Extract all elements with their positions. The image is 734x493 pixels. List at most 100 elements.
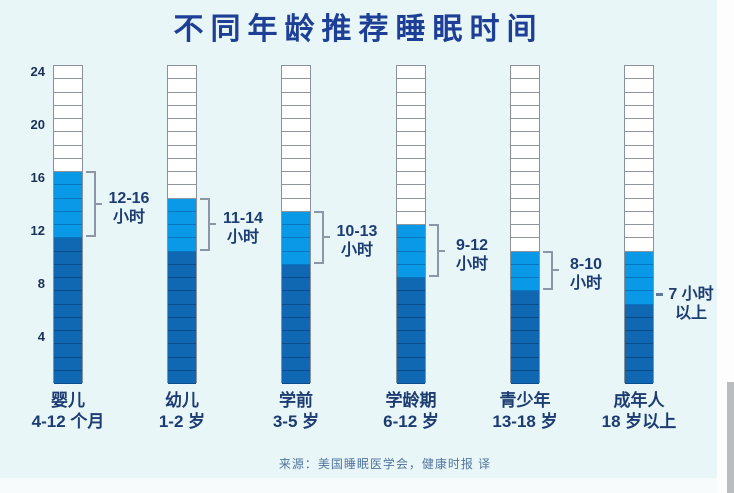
range-unit: 小时: [569, 275, 602, 293]
bracket-mid-tick: [209, 223, 216, 225]
hour-cell-22: [282, 92, 310, 106]
sleep-column-1: [53, 65, 83, 384]
range-label: 12-16 小时: [101, 189, 157, 227]
hour-cell-15: [397, 185, 425, 199]
hour-cell-19: [625, 132, 653, 146]
hour-cell-15: [168, 185, 196, 199]
group-label-5: 青少年 13-18 岁: [465, 390, 585, 432]
hour-cell-17: [168, 158, 196, 172]
source-note: 来源：美国睡眠医学会，健康时报 译: [278, 457, 492, 471]
hour-cell-6: [511, 304, 539, 318]
sleep-column-3: [281, 65, 311, 384]
group-label-2: 幼儿 1-2 岁: [122, 390, 242, 432]
y-axis-tick-4: 4: [37, 328, 45, 344]
range-hours: 12-16: [108, 190, 150, 208]
hour-cell-14: [168, 198, 196, 212]
hour-cell-17: [511, 158, 539, 172]
hour-cell-9: [168, 264, 196, 278]
range-hours: 11-14: [222, 210, 264, 227]
hour-cell-18: [397, 145, 425, 159]
hour-cell-12: [282, 225, 310, 239]
hour-cell-5: [54, 317, 82, 331]
group-name: 青少年: [499, 391, 551, 410]
hour-cell-3: [54, 344, 82, 358]
hour-cell-13: [282, 211, 310, 225]
hour-cell-3: [511, 344, 539, 358]
hour-cell-7: [397, 291, 425, 305]
hour-cell-20: [54, 119, 82, 133]
hour-cell-8: [397, 278, 425, 292]
hour-cell-22: [511, 92, 539, 106]
y-axis-tick-12: 12: [30, 222, 45, 238]
hour-cell-2: [168, 357, 196, 371]
range-tick: [656, 292, 663, 296]
hour-cell-9: [54, 264, 82, 278]
group-name: 婴儿: [51, 391, 85, 410]
hour-cell-2: [511, 357, 539, 371]
range-hours: 7 小时: [668, 285, 714, 303]
hour-cell-16: [397, 172, 425, 186]
group-label-6: 成年人 18 岁以上: [579, 390, 699, 432]
hour-cell-6: [397, 304, 425, 318]
hour-cell-9: [625, 264, 653, 278]
group-name: 学龄期: [385, 391, 437, 410]
hour-cell-19: [511, 132, 539, 146]
hour-cell-5: [282, 317, 310, 331]
hour-cell-23: [397, 79, 425, 93]
hour-cell-11: [282, 238, 310, 252]
group-age: 3-5 岁: [272, 412, 320, 431]
hour-cell-13: [54, 211, 82, 225]
hour-cell-2: [54, 357, 82, 371]
hour-cell-13: [168, 211, 196, 225]
hour-cell-3: [397, 344, 425, 358]
hour-cell-5: [397, 317, 425, 331]
scrollbar-thumb[interactable]: [727, 382, 734, 493]
hour-cell-14: [511, 198, 539, 212]
group-age: 18 岁以上: [601, 412, 677, 431]
hour-cell-4: [168, 331, 196, 345]
hour-cell-12: [54, 225, 82, 239]
y-axis-tick-16: 16: [30, 169, 45, 185]
hour-cell-22: [625, 92, 653, 106]
hour-cell-8: [54, 278, 82, 292]
hour-cell-23: [168, 79, 196, 93]
hour-cell-6: [168, 304, 196, 318]
hour-cell-15: [511, 185, 539, 199]
range-unit: 小时: [226, 229, 259, 246]
group-age: 4-12 个月: [31, 412, 105, 431]
hour-cell-7: [54, 291, 82, 305]
hour-cell-14: [625, 198, 653, 212]
hour-cell-24: [54, 66, 82, 80]
sleep-column-6: [624, 65, 654, 384]
sleep-column-4: [396, 65, 426, 384]
hour-cell-1: [54, 370, 82, 384]
hour-cell-7: [282, 291, 310, 305]
hour-cell-3: [168, 344, 196, 358]
range-hours: 10-13: [336, 223, 378, 241]
bracket-mid-tick: [95, 203, 102, 206]
hour-cell-8: [625, 278, 653, 292]
hour-cell-8: [511, 278, 539, 292]
hour-cell-24: [625, 66, 653, 80]
hour-cell-20: [625, 119, 653, 133]
hour-cell-1: [625, 370, 653, 384]
range-hours: 9-12: [455, 236, 489, 254]
range-label: 9-12 小时: [444, 236, 500, 274]
hour-cell-15: [54, 185, 82, 199]
hour-cell-23: [54, 79, 82, 93]
hour-cell-24: [397, 66, 425, 80]
range-label: 7 小时 以上: [663, 285, 719, 323]
hour-cell-11: [54, 238, 82, 252]
range-label: 8-10 小时: [558, 255, 614, 293]
group-age: 6-12 岁: [383, 412, 439, 431]
hour-cell-18: [625, 145, 653, 159]
hour-cell-21: [511, 105, 539, 119]
hour-cell-7: [625, 291, 653, 305]
hour-cell-20: [511, 119, 539, 133]
hour-cell-4: [397, 331, 425, 345]
hour-cell-17: [397, 158, 425, 172]
hour-cell-2: [282, 357, 310, 371]
hour-cell-12: [168, 225, 196, 239]
hour-cell-21: [625, 105, 653, 119]
hour-cell-3: [625, 344, 653, 358]
